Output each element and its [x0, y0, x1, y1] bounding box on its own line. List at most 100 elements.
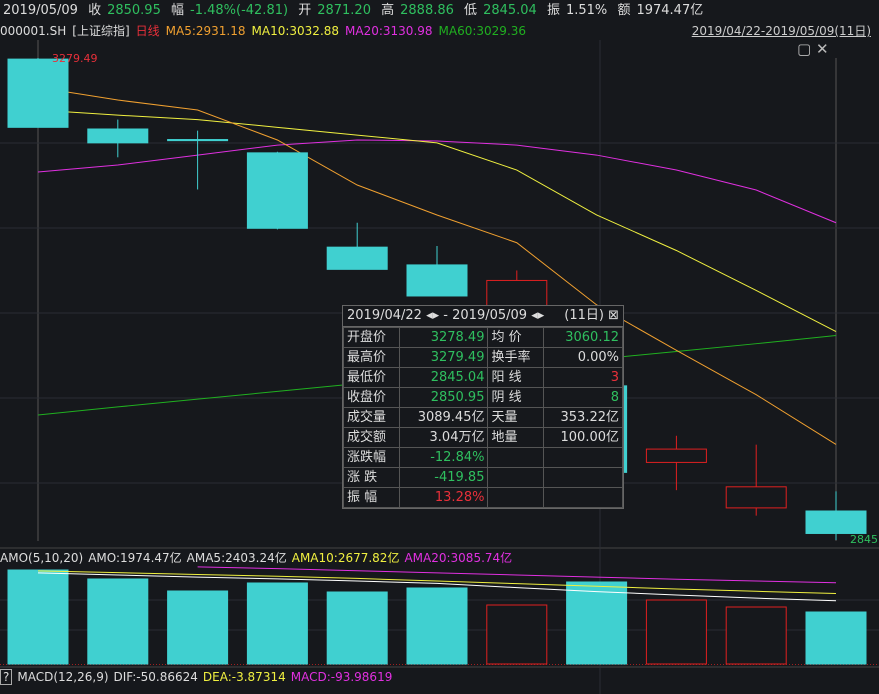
stats-l2 [487, 447, 544, 468]
amo-title: AMO(5,10,20) [0, 551, 84, 565]
low-price-marker: 2845 [850, 533, 878, 546]
ama10-value: AMA10:2677.82亿 [291, 551, 400, 565]
volume-bar-down [566, 581, 628, 665]
candle-up [725, 486, 787, 509]
stats-l2: 阴 线 [487, 387, 544, 408]
stats-l1: 涨 跌 [343, 467, 400, 488]
quote-header: 2019/05/09 收 2850.95 幅 -1.48%(-42.81) 开 287… [0, 0, 879, 22]
candle-up [645, 448, 707, 463]
stats-l1: 最低价 [343, 367, 400, 388]
close-label: 收 [88, 3, 102, 18]
stats-l1: 涨跌幅 [343, 447, 400, 468]
close-value: 2850.95 [107, 3, 161, 18]
close-icon[interactable]: ✕ [815, 40, 829, 58]
stats-row: 成交额 3.04万亿 地量 100.00亿 [343, 427, 624, 448]
stats-row: 最高价 3279.49 换手率 0.00% [343, 347, 624, 368]
period-button[interactable]: 日线 [135, 24, 160, 38]
stats-row: 开盘价 3278.49 均 价 3060.12 [343, 327, 624, 348]
stats-v1: 13.28% [398, 487, 489, 508]
candle-down [406, 264, 468, 297]
macd-legend: ? MACD(12,26,9) DIF:-50.86624 DEA:-3.87314 M… [0, 668, 397, 686]
dif-value: DIF:-50.86624 [113, 670, 198, 684]
stats-row: 振 幅 13.28% [343, 487, 624, 508]
stats-l1: 成交额 [343, 427, 400, 448]
stats-l1: 收盘价 [343, 387, 400, 408]
stats-v2: 100.00亿 [542, 427, 624, 448]
high-value: 2888.86 [400, 3, 454, 18]
stats-v1: 2845.04 [398, 367, 489, 388]
stats-v2: 3 [542, 367, 624, 388]
stats-v2: 0.00% [542, 347, 624, 368]
volume-bar-down [87, 578, 149, 665]
popup-header: 2019/04/22 ◂▸ - 2019/05/09 ◂▸ (11日) ⊠ [343, 306, 623, 327]
stats-row: 成交量 3089.45亿 天量 353.22亿 [343, 407, 624, 428]
ma5-line [37, 86, 837, 445]
volume-bar-down [406, 587, 468, 665]
stats-l1: 成交量 [343, 407, 400, 428]
stats-l1: 开盘价 [343, 327, 400, 348]
window-buttons: ▢ ✕ [797, 40, 829, 58]
macd-value: MACD:-93.98619 [290, 670, 393, 684]
amo-legend: AMO(5,10,20) AMO:1974.47亿 AMA5:2403.24亿 AMA… [0, 549, 517, 567]
stats-v1: 3.04万亿 [398, 427, 489, 448]
amo-value: AMO:1974.47亿 [88, 551, 182, 565]
popup-separator: - [443, 308, 448, 323]
stats-l1: 振 幅 [343, 487, 400, 508]
open-value: 2871.20 [317, 3, 371, 18]
ama5-line [37, 572, 837, 602]
candle-down [7, 58, 69, 128]
ma10-label: MA10:3032.88 [251, 24, 340, 38]
range-stats-popup: 2019/04/22 ◂▸ - 2019/05/09 ◂▸ (11日) ⊠ 开盘… [342, 305, 624, 509]
start-arrows-icon[interactable]: ◂▸ [426, 308, 440, 323]
volume-bar-up [486, 604, 548, 665]
volume-bar-down [167, 590, 229, 665]
volume-bar-up [725, 606, 787, 665]
open-label: 开 [298, 3, 312, 18]
candle-down [805, 510, 867, 534]
stats-v2: 3060.12 [542, 327, 624, 348]
low-label: 低 [464, 3, 478, 18]
amp-value: 1.51% [565, 3, 608, 18]
stats-l2 [487, 487, 544, 508]
date-range-link[interactable]: 2019/04/22-2019/05/09(11日) [691, 24, 871, 38]
restore-icon[interactable]: ▢ [797, 40, 812, 58]
stats-table: 开盘价 3278.49 均 价 3060.12 最高价 3279.49 换手率 0.00% 最低… [343, 327, 624, 508]
ama5-value: AMA5:2403.24亿 [186, 551, 287, 565]
popup-end-date: 2019/05/09 [452, 308, 528, 323]
stats-l2: 地量 [487, 427, 544, 448]
stats-v1: 3278.49 [398, 327, 489, 348]
stats-l2 [487, 467, 544, 488]
candle-down [87, 128, 149, 144]
volume-bar-down [246, 582, 308, 665]
stats-v2: 353.22亿 [542, 407, 624, 428]
end-arrows-icon[interactable]: ◂▸ [531, 308, 545, 323]
close-icon[interactable]: ⊠ [608, 308, 619, 323]
stats-l2: 阳 线 [487, 367, 544, 388]
help-button[interactable]: ? [0, 669, 13, 685]
stock-code: 000001.SH [0, 24, 67, 38]
dea-value: DEA:-3.87314 [202, 670, 286, 684]
ma60-label: MA60:3029.36 [438, 24, 527, 38]
stats-l1: 最高价 [343, 347, 400, 368]
ama10-line [37, 570, 837, 594]
candle-down [167, 139, 229, 142]
high-price-marker: 3279.49 [52, 52, 98, 65]
quote-date: 2019/05/09 [3, 3, 78, 18]
stats-v2: 8 [542, 387, 624, 408]
popup-days: (11日) [564, 308, 604, 323]
high-label: 高 [381, 3, 395, 18]
stats-l2: 均 价 [487, 327, 544, 348]
ma20-label: MA20:3130.98 [345, 24, 433, 38]
ma20-line [37, 139, 837, 224]
volume-bar-down [7, 569, 69, 665]
stats-v2 [542, 467, 624, 488]
candle-down [246, 152, 308, 229]
stats-v2 [542, 487, 624, 508]
indicator-line: 000001.SH [上证综指] 日线 MA5:2931.18 MA10:3032.88… [0, 22, 879, 40]
stats-l2: 换手率 [487, 347, 544, 368]
ma10-line [37, 109, 837, 333]
amount-value: 1974.47亿 [636, 3, 704, 18]
